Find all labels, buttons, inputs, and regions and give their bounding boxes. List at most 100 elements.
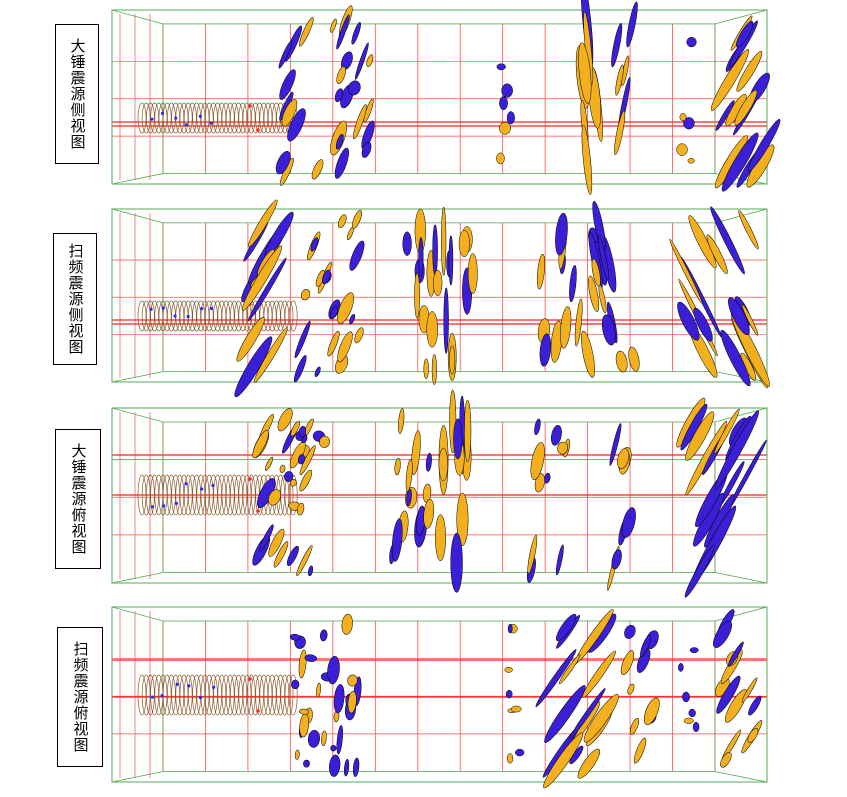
tunnel-ring [255, 102, 264, 134]
tunnel-ring [225, 300, 235, 332]
receiver-marker [186, 314, 190, 319]
tunnel-ring [221, 474, 231, 516]
tunnel-ring [213, 102, 222, 134]
reflector-patch [338, 214, 347, 229]
reflector-patch [640, 634, 651, 657]
tunnel-ring [242, 474, 252, 516]
reflector-patch [329, 754, 341, 777]
tunnel-ring [192, 102, 201, 134]
reflector-patch [581, 124, 593, 195]
tunnel-ring [171, 300, 180, 332]
tunnel-ring [146, 102, 155, 134]
reflector-patch [601, 314, 616, 346]
tunnel-ring [154, 474, 164, 516]
box-edge [111, 9, 164, 25]
reflector-patch [296, 545, 313, 577]
box-edge [111, 208, 164, 224]
panel-label-1: 大锤震源侧视图 [55, 24, 99, 164]
tunnel-ring [217, 300, 227, 332]
tunnel-ring [280, 674, 290, 716]
reflector-patch [334, 88, 344, 103]
tunnel-ring [217, 102, 227, 134]
reflector-patch [685, 411, 715, 461]
reflector-patch [583, 694, 619, 743]
reflector-patch [714, 410, 759, 489]
tunnel-ring [171, 674, 180, 716]
reflector-patch [713, 620, 732, 648]
receiver-marker [173, 314, 177, 318]
reflector-patch [294, 749, 300, 760]
tunnel-ring [192, 300, 201, 332]
reflector-patch [352, 209, 362, 229]
reflector-patch [330, 18, 337, 33]
receiver-marker [174, 501, 178, 505]
receiver-marker [161, 306, 165, 310]
reflector-patch [706, 234, 728, 274]
reflector-patch [349, 314, 356, 325]
reflector-patch [411, 430, 421, 476]
reflector-patch [310, 237, 319, 252]
reflector-patch [621, 507, 636, 538]
reflector-patch [284, 471, 294, 482]
reflector-patch [287, 108, 306, 142]
reflector-patch [299, 445, 316, 476]
tunnel-ring [230, 102, 239, 134]
tunnel-ring [276, 300, 285, 332]
reflector-patch [557, 441, 569, 455]
tunnel-ring [272, 674, 281, 716]
reflector-patch [747, 119, 781, 172]
tunnel-ring [209, 102, 218, 134]
reflector-patch [506, 111, 515, 125]
reflector-patch [627, 683, 635, 695]
tunnel-ring [263, 300, 273, 332]
reflector-patch [555, 613, 577, 642]
tunnel-ring [179, 674, 189, 716]
tunnel-ring [196, 102, 206, 134]
reflector-patch [735, 21, 754, 48]
tunnel-ring [288, 300, 298, 332]
tunnel-ring [196, 474, 206, 516]
tunnel-ring [183, 474, 193, 516]
reflector-patch [734, 89, 758, 126]
reflector-patch [506, 753, 514, 764]
reflector-patch [322, 269, 331, 284]
receiver-marker [187, 684, 191, 688]
tunnel-ring [209, 474, 218, 516]
reflector-patch [443, 287, 449, 354]
reflector-patch [682, 691, 690, 703]
receiver-marker [150, 695, 155, 699]
reflector-patch [450, 532, 463, 593]
reflector-patch [676, 143, 688, 156]
reflector-patch [300, 289, 311, 301]
reflector-patch [629, 717, 640, 735]
tunnel-ring [188, 474, 197, 516]
reflector-patch [252, 430, 269, 459]
tunnel-ring [284, 300, 294, 332]
box-edge [714, 572, 768, 584]
tunnel-ring [238, 102, 248, 134]
reflector-patch [496, 152, 505, 165]
box-edge [714, 407, 768, 423]
reflector-patch [311, 159, 324, 180]
reflector-patch [341, 613, 353, 635]
reflector-patch [724, 689, 747, 723]
reflector-patch [391, 518, 403, 562]
tunnel-ring [234, 474, 243, 516]
box-edge [111, 771, 164, 783]
reflector-patch [534, 418, 541, 436]
tunnel-ring [246, 674, 256, 716]
tunnel-ring [272, 300, 281, 332]
receiver-marker [160, 111, 165, 115]
tunnel-ring [263, 102, 273, 134]
reflector-patch [304, 654, 317, 662]
tunnel-ring [276, 674, 285, 716]
tunnel-ring [242, 102, 252, 134]
reflector-patch [353, 104, 367, 140]
reflector-patch [496, 63, 506, 71]
model-box [111, 9, 768, 185]
reflector-patch [366, 54, 374, 68]
tunnel-ring [225, 102, 235, 134]
reflector-patch [720, 752, 732, 768]
receiver-marker [184, 123, 188, 127]
